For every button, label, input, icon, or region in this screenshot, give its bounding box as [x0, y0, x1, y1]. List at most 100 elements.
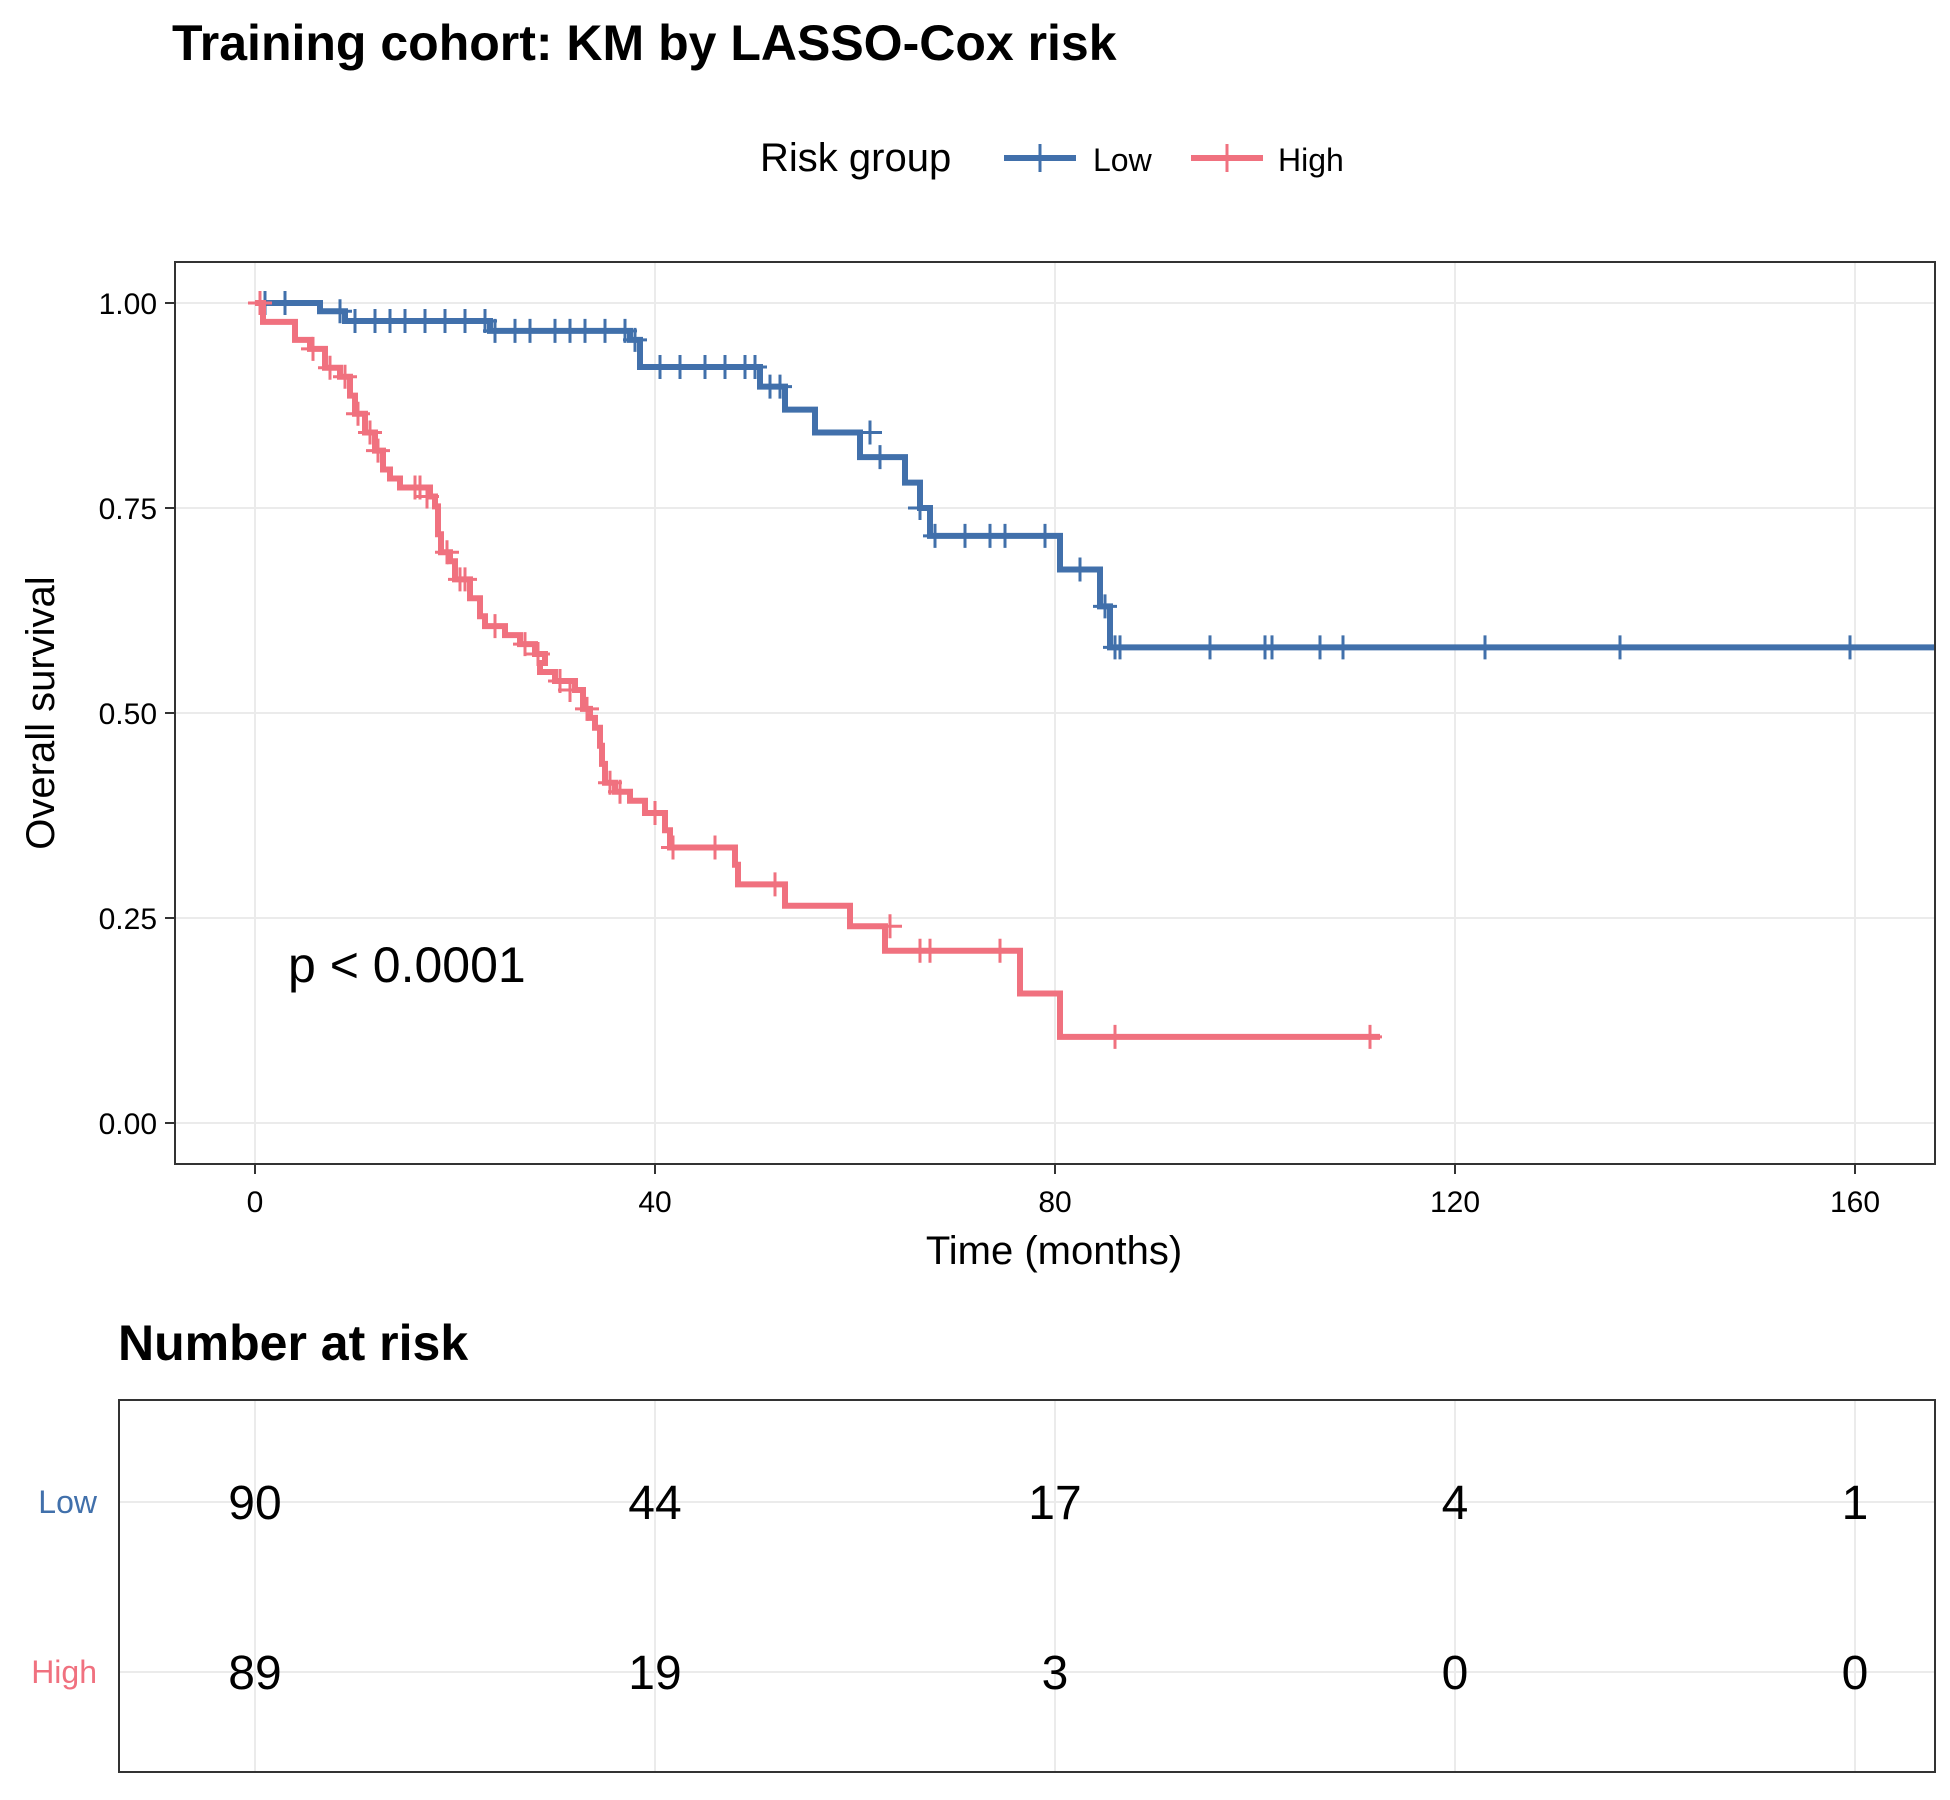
y-tick-label: 0.00 — [99, 1108, 157, 1141]
censor-mark — [623, 327, 647, 352]
censor-mark — [1308, 635, 1332, 660]
risk-row-label-high: High — [31, 1654, 97, 1690]
censor-mark — [908, 496, 932, 520]
censor-mark — [868, 445, 892, 470]
legend-label-high: High — [1278, 142, 1344, 178]
censor-mark — [393, 309, 417, 334]
censor-mark — [558, 678, 582, 703]
censor-mark — [378, 309, 402, 334]
censor-mark — [978, 523, 1002, 548]
censor-mark — [733, 354, 757, 379]
plot-panel-border — [174, 261, 1936, 1165]
censor-mark — [1198, 635, 1222, 660]
censor-mark — [453, 309, 477, 334]
grid-lines — [175, 262, 1935, 1164]
censor-mark — [768, 374, 792, 399]
censor-mark — [363, 309, 387, 334]
x-tick-label: 120 — [1430, 1186, 1480, 1219]
censor-mark — [1838, 635, 1862, 660]
censor-mark — [433, 309, 457, 334]
censor-mark — [763, 872, 787, 897]
censor-mark — [473, 309, 497, 334]
censor-mark — [366, 438, 390, 463]
risk-count-low: 44 — [628, 1477, 681, 1530]
censor-mark — [453, 567, 477, 592]
censor-mark — [558, 318, 582, 343]
x-tick-label: 160 — [1830, 1186, 1880, 1219]
censor-marks-high — [248, 291, 1382, 1049]
risk-count-high: 3 — [1042, 1647, 1069, 1700]
legend: Risk group Low High — [0, 128, 1950, 188]
y-axis-label: Overall survival — [19, 576, 63, 849]
censor-mark — [713, 354, 737, 379]
censor-mark — [483, 614, 507, 639]
x-axis: 0 40 80 120 160 — [247, 1164, 1880, 1219]
y-tick-label: 0.75 — [99, 493, 157, 526]
censor-mark — [543, 318, 567, 343]
censor-mark — [333, 364, 357, 389]
censor-mark — [598, 770, 622, 795]
censor-mark — [435, 540, 459, 565]
risk-table-border — [118, 1399, 1936, 1773]
risk-count-low: 4 — [1442, 1477, 1469, 1530]
x-tick-label: 0 — [247, 1186, 264, 1219]
risk-table-grid — [119, 1400, 1935, 1772]
censor-mark — [346, 401, 370, 426]
censor-mark — [668, 354, 692, 379]
y-tick-label: 0.25 — [99, 903, 157, 936]
censor-mark — [253, 291, 277, 315]
x-axis-label: Time (months) — [926, 1229, 1182, 1273]
censor-mark — [661, 835, 685, 860]
km-curve-high — [255, 300, 1380, 1040]
censor-mark — [648, 354, 672, 379]
censor-mark — [1331, 635, 1355, 660]
censor-mark — [301, 336, 325, 361]
km-curve-low — [255, 300, 1935, 651]
censor-mark — [273, 291, 297, 315]
p-value-annotation: p < 0.0001 — [288, 937, 526, 993]
censor-mark — [1358, 1024, 1382, 1049]
risk-count-high: 0 — [1442, 1647, 1469, 1700]
chart-title: Training cohort: KM by LASSO-Cox risk — [172, 15, 1117, 71]
censor-mark — [1108, 635, 1132, 660]
risk-count-high: 19 — [628, 1647, 681, 1700]
censor-mark — [408, 475, 432, 500]
risk-count-low: 17 — [1028, 1477, 1081, 1530]
censor-mark — [343, 309, 367, 334]
censor-mark — [918, 938, 942, 963]
censor-mark — [643, 801, 667, 826]
legend-key-low — [1004, 144, 1076, 172]
y-tick-label: 1.00 — [99, 288, 157, 321]
censor-mark — [548, 669, 572, 694]
censor-mark — [358, 420, 382, 445]
censor-marks-low — [253, 291, 1862, 660]
censor-mark — [1068, 557, 1092, 582]
censor-mark — [993, 523, 1017, 548]
censor-mark — [1093, 594, 1117, 619]
censor-mark — [908, 938, 932, 963]
censor-mark — [1103, 635, 1127, 660]
censor-mark — [518, 318, 542, 343]
censor-mark — [526, 641, 550, 666]
censor-mark — [513, 632, 537, 657]
censor-mark — [743, 354, 767, 379]
censor-mark — [503, 318, 527, 343]
censor-mark — [483, 318, 507, 343]
risk-count-low: 90 — [228, 1477, 281, 1530]
risk-count-high: 0 — [1842, 1647, 1869, 1700]
legend-label-low: Low — [1093, 142, 1152, 178]
legend-key-high — [1191, 144, 1263, 172]
censor-mark — [923, 523, 947, 548]
y-axis: 0.00 0.25 0.50 0.75 1.00 — [99, 288, 175, 1141]
censor-mark — [953, 523, 977, 548]
censor-mark — [1473, 635, 1497, 660]
censor-mark — [1608, 635, 1632, 660]
censor-mark — [1103, 1024, 1127, 1049]
censor-mark — [1260, 635, 1284, 660]
risk-count-low: 1 — [1842, 1477, 1869, 1530]
censor-mark — [758, 374, 782, 399]
censor-mark — [415, 484, 439, 509]
x-tick-label: 80 — [1038, 1186, 1071, 1219]
